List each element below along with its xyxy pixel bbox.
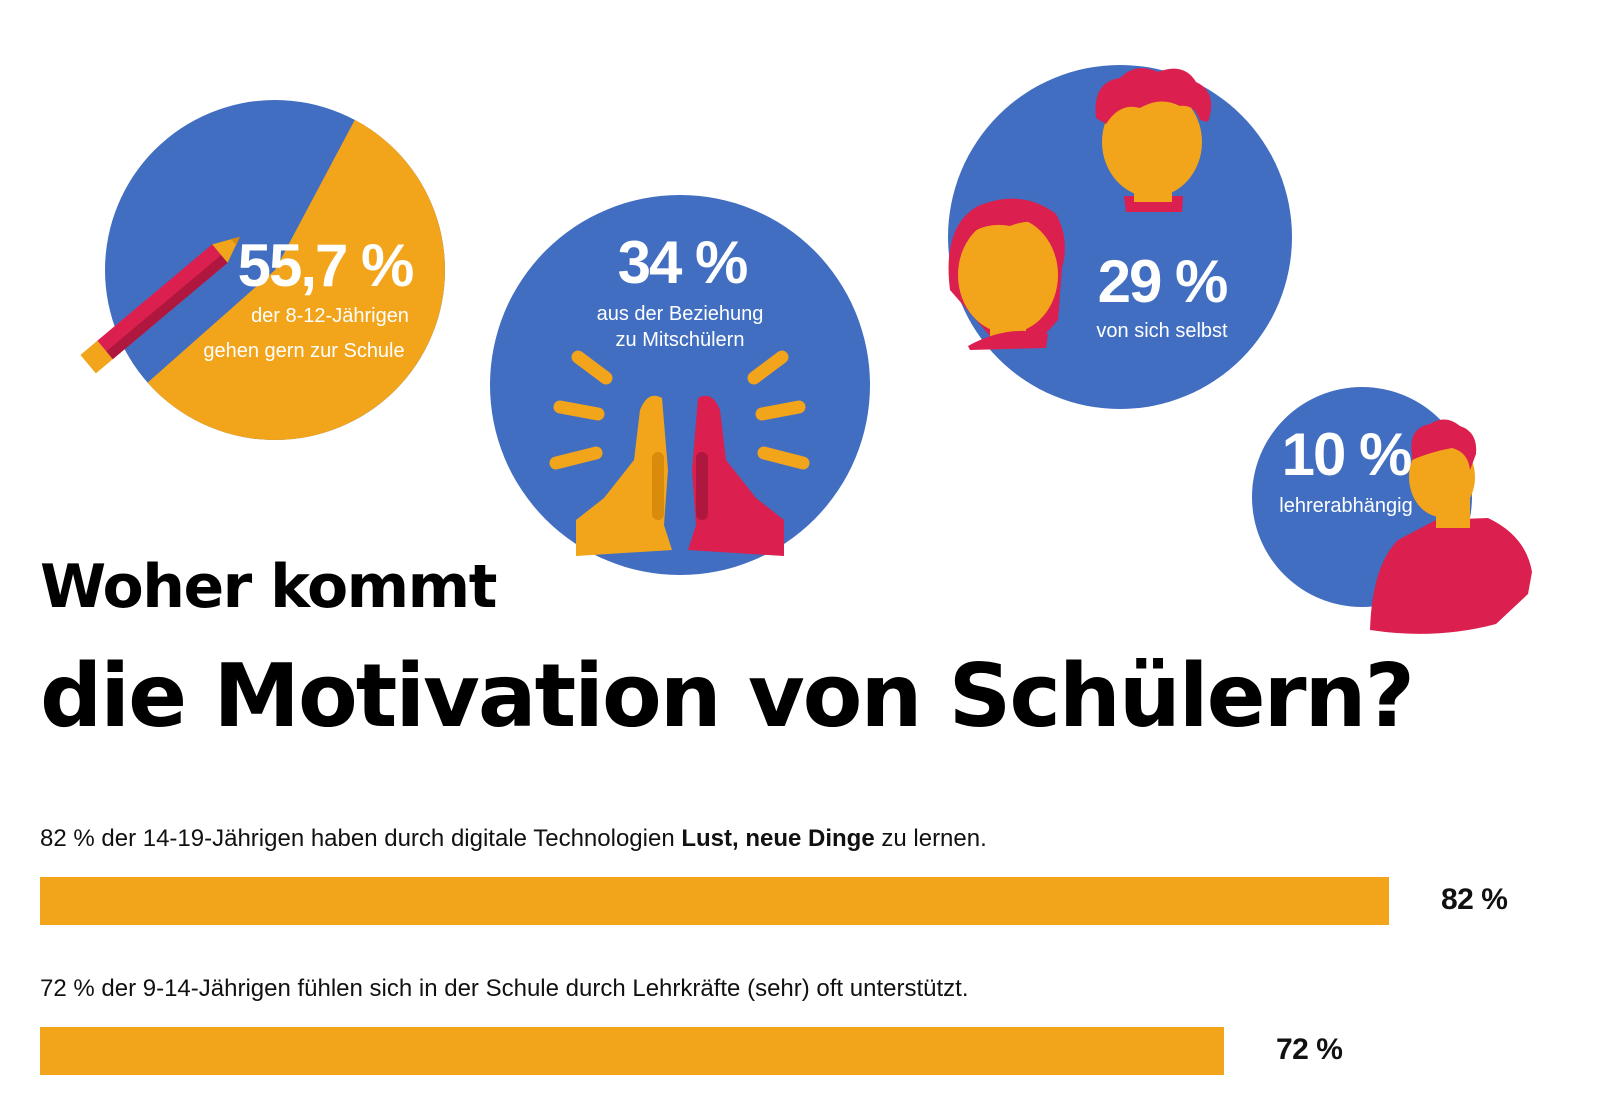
bar-72 bbox=[40, 1027, 1224, 1075]
bar-82 bbox=[40, 877, 1389, 925]
bubble-mitschueler-value: 34 % bbox=[618, 229, 747, 296]
bubble-mitschueler bbox=[490, 195, 870, 575]
pie-slice-school bbox=[147, 119, 445, 440]
bar-value-82: 82 % bbox=[1441, 883, 1508, 916]
title-line1: Woher kommt bbox=[40, 552, 497, 622]
pie-chart bbox=[105, 100, 445, 440]
bar-row-lehrkraefte: 72 % der 9-14-Jährigen fühlen sich in de… bbox=[40, 975, 1560, 1075]
bar-caption-text-end: zu lernen. bbox=[874, 825, 987, 852]
pencil-icon bbox=[80, 236, 240, 374]
bar-caption-text: 72 % der 9-14-Jährigen fühlen sich in de… bbox=[40, 975, 969, 1002]
bar-track: 82 % bbox=[40, 877, 1560, 925]
bar-caption-emphasis: Lust, neue Dinge bbox=[681, 825, 875, 852]
high-five-icon bbox=[549, 350, 810, 556]
girl-head-icon bbox=[948, 198, 1065, 350]
boy-head-icon bbox=[1095, 68, 1212, 212]
pie-label-line1: der 8-12-Jährigen bbox=[251, 305, 409, 327]
bar-value-72: 72 % bbox=[1276, 1033, 1343, 1066]
bar-row-digital: 82 % der 14-19-Jährigen haben durch digi… bbox=[40, 825, 1560, 925]
bar-caption: 72 % der 9-14-Jährigen fühlen sich in de… bbox=[40, 975, 1560, 1003]
bubble-mitschueler-line2: zu Mitschülern bbox=[616, 329, 745, 351]
bubble-selbst-value: 29 % bbox=[1098, 248, 1227, 315]
bubble-lehrer-value: 10 % bbox=[1282, 421, 1411, 488]
bubble-lehrer-line1: lehrerabhängig bbox=[1279, 495, 1412, 517]
pie-label-line2: gehen gern zur Schule bbox=[203, 340, 404, 362]
bar-caption-text: 82 % der 14-19-Jährigen haben durch digi… bbox=[40, 825, 682, 852]
title-line2: die Motivation von Schülern? bbox=[40, 645, 1415, 747]
bubble-mitschueler-line1: aus der Beziehung bbox=[597, 303, 764, 325]
teacher-icon bbox=[1370, 419, 1532, 634]
pie-value: 55,7 % bbox=[238, 232, 413, 299]
bubble-selbst-line1: von sich selbst bbox=[1096, 320, 1228, 342]
bar-track: 72 % bbox=[40, 1027, 1560, 1075]
bar-caption: 82 % der 14-19-Jährigen haben durch digi… bbox=[40, 825, 1560, 853]
